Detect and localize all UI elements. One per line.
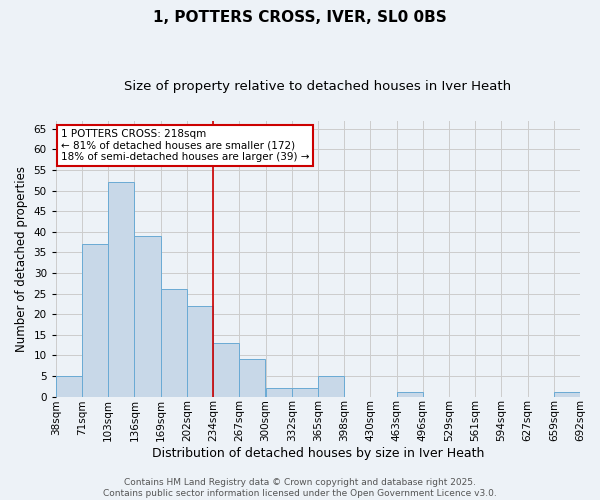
Text: 1 POTTERS CROSS: 218sqm
← 81% of detached houses are smaller (172)
18% of semi-d: 1 POTTERS CROSS: 218sqm ← 81% of detache…	[61, 129, 310, 162]
Bar	[554, 392, 580, 396]
Bar	[134, 236, 161, 396]
Text: 1, POTTERS CROSS, IVER, SL0 0BS: 1, POTTERS CROSS, IVER, SL0 0BS	[153, 10, 447, 25]
Title: Size of property relative to detached houses in Iver Heath: Size of property relative to detached ho…	[124, 80, 511, 93]
Bar	[265, 388, 292, 396]
Bar	[108, 182, 134, 396]
Bar	[318, 376, 344, 396]
Bar	[213, 343, 239, 396]
Bar	[82, 244, 108, 396]
Y-axis label: Number of detached properties: Number of detached properties	[15, 166, 28, 352]
Bar	[187, 306, 213, 396]
Bar	[56, 376, 82, 396]
X-axis label: Distribution of detached houses by size in Iver Heath: Distribution of detached houses by size …	[152, 447, 484, 460]
Bar	[397, 392, 423, 396]
Bar	[239, 360, 265, 397]
Bar	[161, 290, 187, 397]
Text: Contains HM Land Registry data © Crown copyright and database right 2025.
Contai: Contains HM Land Registry data © Crown c…	[103, 478, 497, 498]
Bar	[292, 388, 318, 396]
